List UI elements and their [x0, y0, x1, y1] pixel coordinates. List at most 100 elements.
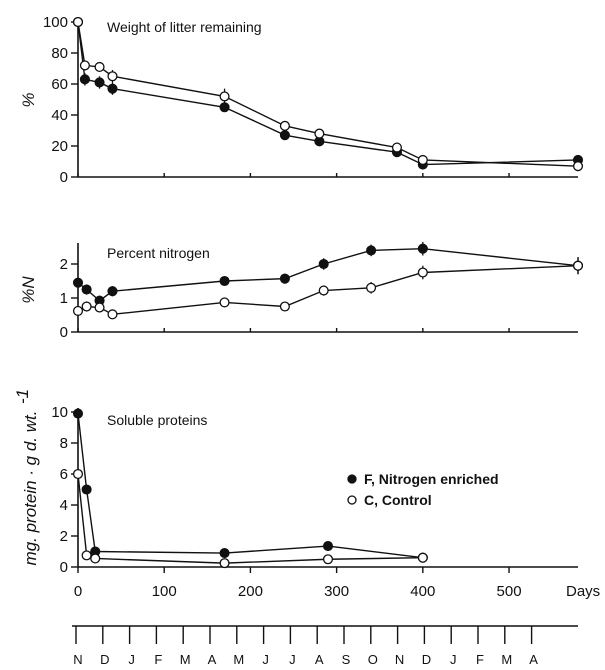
x-tick-label: 400: [410, 583, 435, 600]
month-label: S: [342, 652, 351, 667]
month-label: A: [208, 652, 217, 667]
data-point-F: [107, 83, 118, 94]
data-point-C: [572, 161, 584, 172]
legend-marker-F: [347, 474, 357, 484]
panel-3: 0 2 4 6 8 10 Soluble proteins mg. protein · g d…: [13, 389, 578, 576]
data-point-C: [314, 128, 325, 139]
month-label: O: [368, 652, 378, 667]
data-point-C: [219, 91, 230, 102]
x-tick-label: 300: [324, 583, 349, 600]
data-point-C: [318, 285, 329, 296]
month-label: J: [289, 652, 296, 667]
series-line-F: [77, 413, 423, 559]
data-point-F: [318, 258, 329, 270]
y-tick-label: 8: [60, 435, 68, 452]
data-point-C: [107, 309, 118, 320]
data-point-C: [322, 554, 334, 565]
data-point-C: [279, 120, 290, 131]
series-line-F: [77, 247, 579, 302]
data-point-F: [94, 77, 105, 88]
data-point-F: [107, 286, 118, 297]
panel-title: Weight of litter remaining: [107, 19, 262, 35]
data-point-F: [81, 284, 92, 295]
data-point-F: [219, 547, 230, 559]
legend-label: F, Nitrogen enriched: [364, 471, 499, 487]
y-tick-label: 0: [60, 324, 68, 341]
y-tick-label: 20: [51, 138, 68, 155]
month-label: J: [262, 652, 269, 667]
month-label: F: [154, 652, 162, 667]
y-tick-label: 4: [60, 497, 68, 514]
series-line-C: [77, 473, 423, 564]
series-line-F: [77, 21, 579, 166]
x-tick-label: 0: [74, 583, 82, 600]
month-label: A: [315, 652, 324, 667]
x-unit-label: Days: [566, 583, 600, 600]
data-point-F: [219, 275, 230, 287]
data-point-C: [72, 16, 84, 28]
y-axis-label-superscript: -1: [13, 389, 32, 404]
series-line-C: [77, 21, 579, 167]
data-point-C: [417, 267, 428, 278]
y-tick-label: 1: [60, 290, 68, 307]
x-tick-label: 200: [238, 583, 263, 600]
month-label: M: [501, 652, 512, 667]
panel-1: 0 20 40 60 80 100 Weight of litter remaining%: [19, 14, 584, 186]
y-tick-label: 10: [51, 404, 68, 421]
month-label: D: [422, 652, 431, 667]
y-tick-label: 60: [51, 76, 68, 93]
panel-title: Percent nitrogen: [107, 245, 210, 261]
month-label: N: [73, 652, 82, 667]
data-point-C: [90, 553, 101, 564]
data-point-C: [279, 301, 290, 312]
month-label: D: [100, 652, 109, 667]
legend-marker-C: [347, 495, 357, 505]
y-tick-label: 0: [60, 169, 68, 186]
legend: F, Nitrogen enriched C, Control: [347, 471, 499, 508]
data-point-F: [219, 102, 230, 113]
data-point-C: [366, 282, 377, 293]
y-tick-label: 0: [60, 559, 68, 576]
data-point-F: [81, 484, 92, 495]
data-point-C: [72, 468, 84, 480]
month-label: J: [450, 652, 457, 667]
y-axis-label: mg. protein · g d. wt.: [21, 411, 40, 566]
data-point-C: [94, 302, 105, 313]
month-label: M: [180, 652, 191, 667]
y-tick-label: 2: [60, 528, 68, 545]
data-point-C: [107, 71, 118, 82]
y-axis-label: %N: [19, 276, 38, 304]
x-axis: 0 100 200 300 400 500 Days: [74, 567, 600, 600]
data-point-C: [572, 260, 584, 271]
data-point-C: [81, 301, 92, 312]
month-label: F: [476, 652, 484, 667]
data-point-C: [79, 60, 90, 71]
month-label: M: [233, 652, 244, 667]
panel-title: Soluble proteins: [107, 412, 207, 428]
y-tick-label: 40: [51, 107, 68, 124]
legend-label: C, Control: [364, 492, 432, 508]
x-tick-label: 100: [152, 583, 177, 600]
data-point-C: [72, 305, 84, 316]
data-point-C: [417, 552, 428, 563]
data-point-C: [417, 154, 428, 166]
month-label: J: [128, 652, 135, 667]
data-point-F: [417, 243, 428, 254]
data-point-F: [279, 130, 290, 141]
y-tick-label: 80: [51, 45, 68, 62]
x-tick-label: 500: [497, 583, 522, 600]
y-tick-label: 100: [43, 14, 68, 31]
data-point-C: [219, 558, 230, 569]
data-point-C: [219, 297, 230, 308]
panel-2: 0 1 2 Percent nitrogen %N: [19, 241, 584, 341]
y-tick-label: 6: [60, 466, 68, 483]
y-tick-label: 2: [60, 256, 68, 273]
data-point-F: [279, 273, 290, 284]
series-line-C: [77, 265, 579, 316]
data-point-F: [72, 277, 84, 288]
data-point-F: [79, 74, 90, 85]
data-point-C: [391, 142, 403, 153]
month-label: N: [395, 652, 404, 667]
